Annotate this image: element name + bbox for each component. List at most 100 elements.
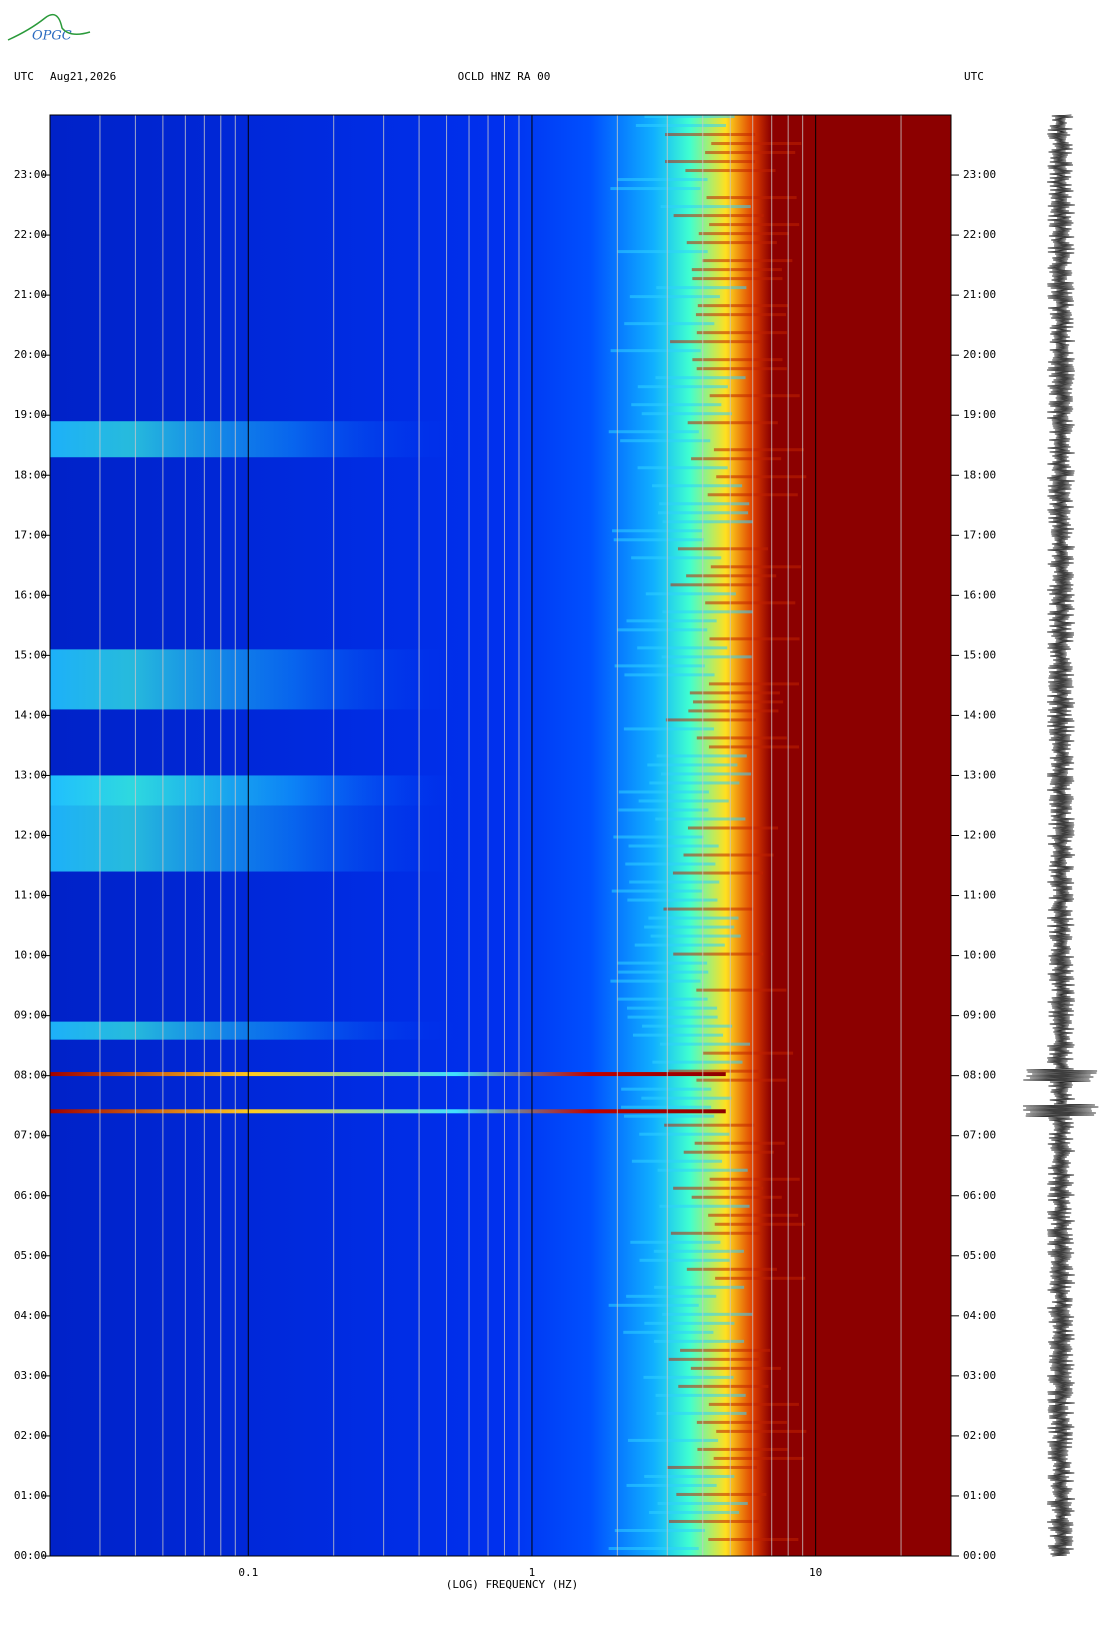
- microseism-band: [50, 775, 456, 806]
- y-tick-label-right: 12:00: [963, 829, 996, 842]
- y-tick-label-left: 22:00: [14, 228, 47, 241]
- texture-stripe: [659, 1204, 750, 1208]
- texture-stripe: [618, 790, 709, 794]
- microseism-band: [50, 421, 456, 458]
- left-utc: UTC: [14, 70, 34, 83]
- texture-stripe: [691, 1195, 782, 1199]
- texture-stripe: [696, 1420, 787, 1424]
- texture-stripe: [641, 1096, 732, 1100]
- x-tick-label: 0.1: [238, 1566, 258, 1579]
- texture-stripe: [631, 556, 722, 560]
- texture-stripe: [634, 943, 725, 947]
- texture-stripe: [617, 178, 708, 182]
- texture-stripe: [708, 745, 800, 749]
- y-tick-label-right: 18:00: [963, 468, 996, 481]
- texture-stripe: [629, 295, 720, 299]
- x-tick-label: 1: [529, 1566, 536, 1579]
- y-tick-label-right: 11:00: [963, 889, 996, 902]
- texture-stripe: [618, 970, 709, 974]
- texture-stripe: [644, 925, 735, 929]
- texture-stripe: [708, 1402, 799, 1406]
- texture-stripe: [710, 565, 801, 569]
- y-tick-label-left: 18:00: [14, 468, 47, 481]
- texture-stripe: [655, 817, 746, 821]
- texture-stripe: [626, 619, 717, 623]
- texture-stripe: [666, 1465, 758, 1469]
- texture-stripe: [709, 637, 800, 641]
- texture-stripe: [668, 1069, 759, 1073]
- texture-stripe: [696, 988, 787, 992]
- texture-stripe: [610, 187, 701, 191]
- texture-stripe: [670, 1231, 761, 1235]
- event-streak: [50, 1072, 726, 1077]
- texture-stripe: [692, 358, 783, 362]
- texture-stripe: [652, 484, 743, 488]
- y-tick-label-left: 11:00: [14, 889, 47, 902]
- y-tick-label-right: 21:00: [963, 288, 996, 301]
- texture-stripe: [662, 520, 753, 524]
- texture-stripe: [708, 1537, 799, 1541]
- y-tick-label-right: 09:00: [963, 1009, 996, 1022]
- texture-stripe: [696, 367, 787, 371]
- y-tick-label-right: 23:00: [963, 168, 996, 181]
- texture-stripe: [711, 142, 802, 146]
- texture-stripe: [694, 1141, 785, 1145]
- texture-stripe: [688, 709, 779, 713]
- logo-swoosh: [7, 13, 91, 41]
- texture-stripe: [610, 349, 701, 353]
- y-tick-label-right: 10:00: [963, 949, 996, 962]
- texture-stripe: [653, 1249, 744, 1253]
- texture-stripe: [627, 1015, 718, 1019]
- texture-stripe: [626, 1294, 717, 1298]
- y-tick-label-left: 19:00: [14, 408, 47, 421]
- texture-stripe: [611, 889, 702, 893]
- texture-stripe: [608, 1546, 699, 1550]
- y-tick-label-right: 22:00: [963, 228, 996, 241]
- seismogram-trace: [1023, 114, 1099, 1557]
- date: Aug21,2026: [50, 70, 116, 83]
- microseism-band: [50, 1021, 456, 1040]
- texture-stripe: [638, 799, 729, 803]
- y-tick-label-left: 05:00: [14, 1249, 47, 1262]
- y-tick-label-left: 16:00: [14, 588, 47, 601]
- texture-stripe: [663, 907, 754, 911]
- texture-stripe: [635, 124, 726, 128]
- texture-stripe: [668, 1519, 760, 1523]
- y-tick-label-right: 04:00: [963, 1309, 996, 1322]
- texture-stripe: [686, 574, 777, 578]
- texture-stripe: [631, 403, 722, 407]
- texture-stripe: [645, 592, 736, 596]
- texture-stripe: [608, 1303, 699, 1307]
- texture-stripe: [627, 1438, 719, 1442]
- texture-stripe: [652, 1060, 743, 1064]
- logo: OPGC: [32, 29, 72, 44]
- texture-stripe: [612, 529, 703, 533]
- texture-stripe: [696, 1078, 787, 1082]
- texture-stripe: [637, 646, 728, 650]
- texture-stripe: [680, 1348, 771, 1352]
- texture-stripe: [617, 628, 708, 632]
- texture-stripe: [683, 853, 774, 857]
- texture-stripe: [625, 862, 716, 866]
- y-tick-label-left: 23:00: [14, 168, 47, 181]
- texture-stripe: [691, 268, 782, 272]
- texture-stripe: [643, 1375, 734, 1379]
- texture-stripe: [693, 700, 784, 704]
- texture-stripe: [659, 502, 750, 506]
- texture-stripe: [705, 601, 796, 605]
- texture-stripe: [628, 844, 719, 848]
- texture-stripe: [713, 1456, 804, 1460]
- texture-stripe: [714, 1222, 805, 1226]
- y-tick-label-left: 08:00: [14, 1069, 47, 1082]
- texture-stripe: [665, 133, 756, 137]
- texture-stripe: [687, 826, 779, 830]
- texture-stripe: [647, 763, 738, 767]
- y-tick-label-right: 15:00: [963, 648, 996, 661]
- texture-stripe: [637, 466, 728, 470]
- texture-stripe: [686, 1267, 777, 1271]
- texture-stripe: [708, 682, 800, 686]
- texture-stripe: [706, 196, 797, 200]
- texture-stripe: [683, 1150, 774, 1154]
- y-tick-label-left: 10:00: [14, 949, 47, 962]
- texture-stripe: [617, 961, 708, 965]
